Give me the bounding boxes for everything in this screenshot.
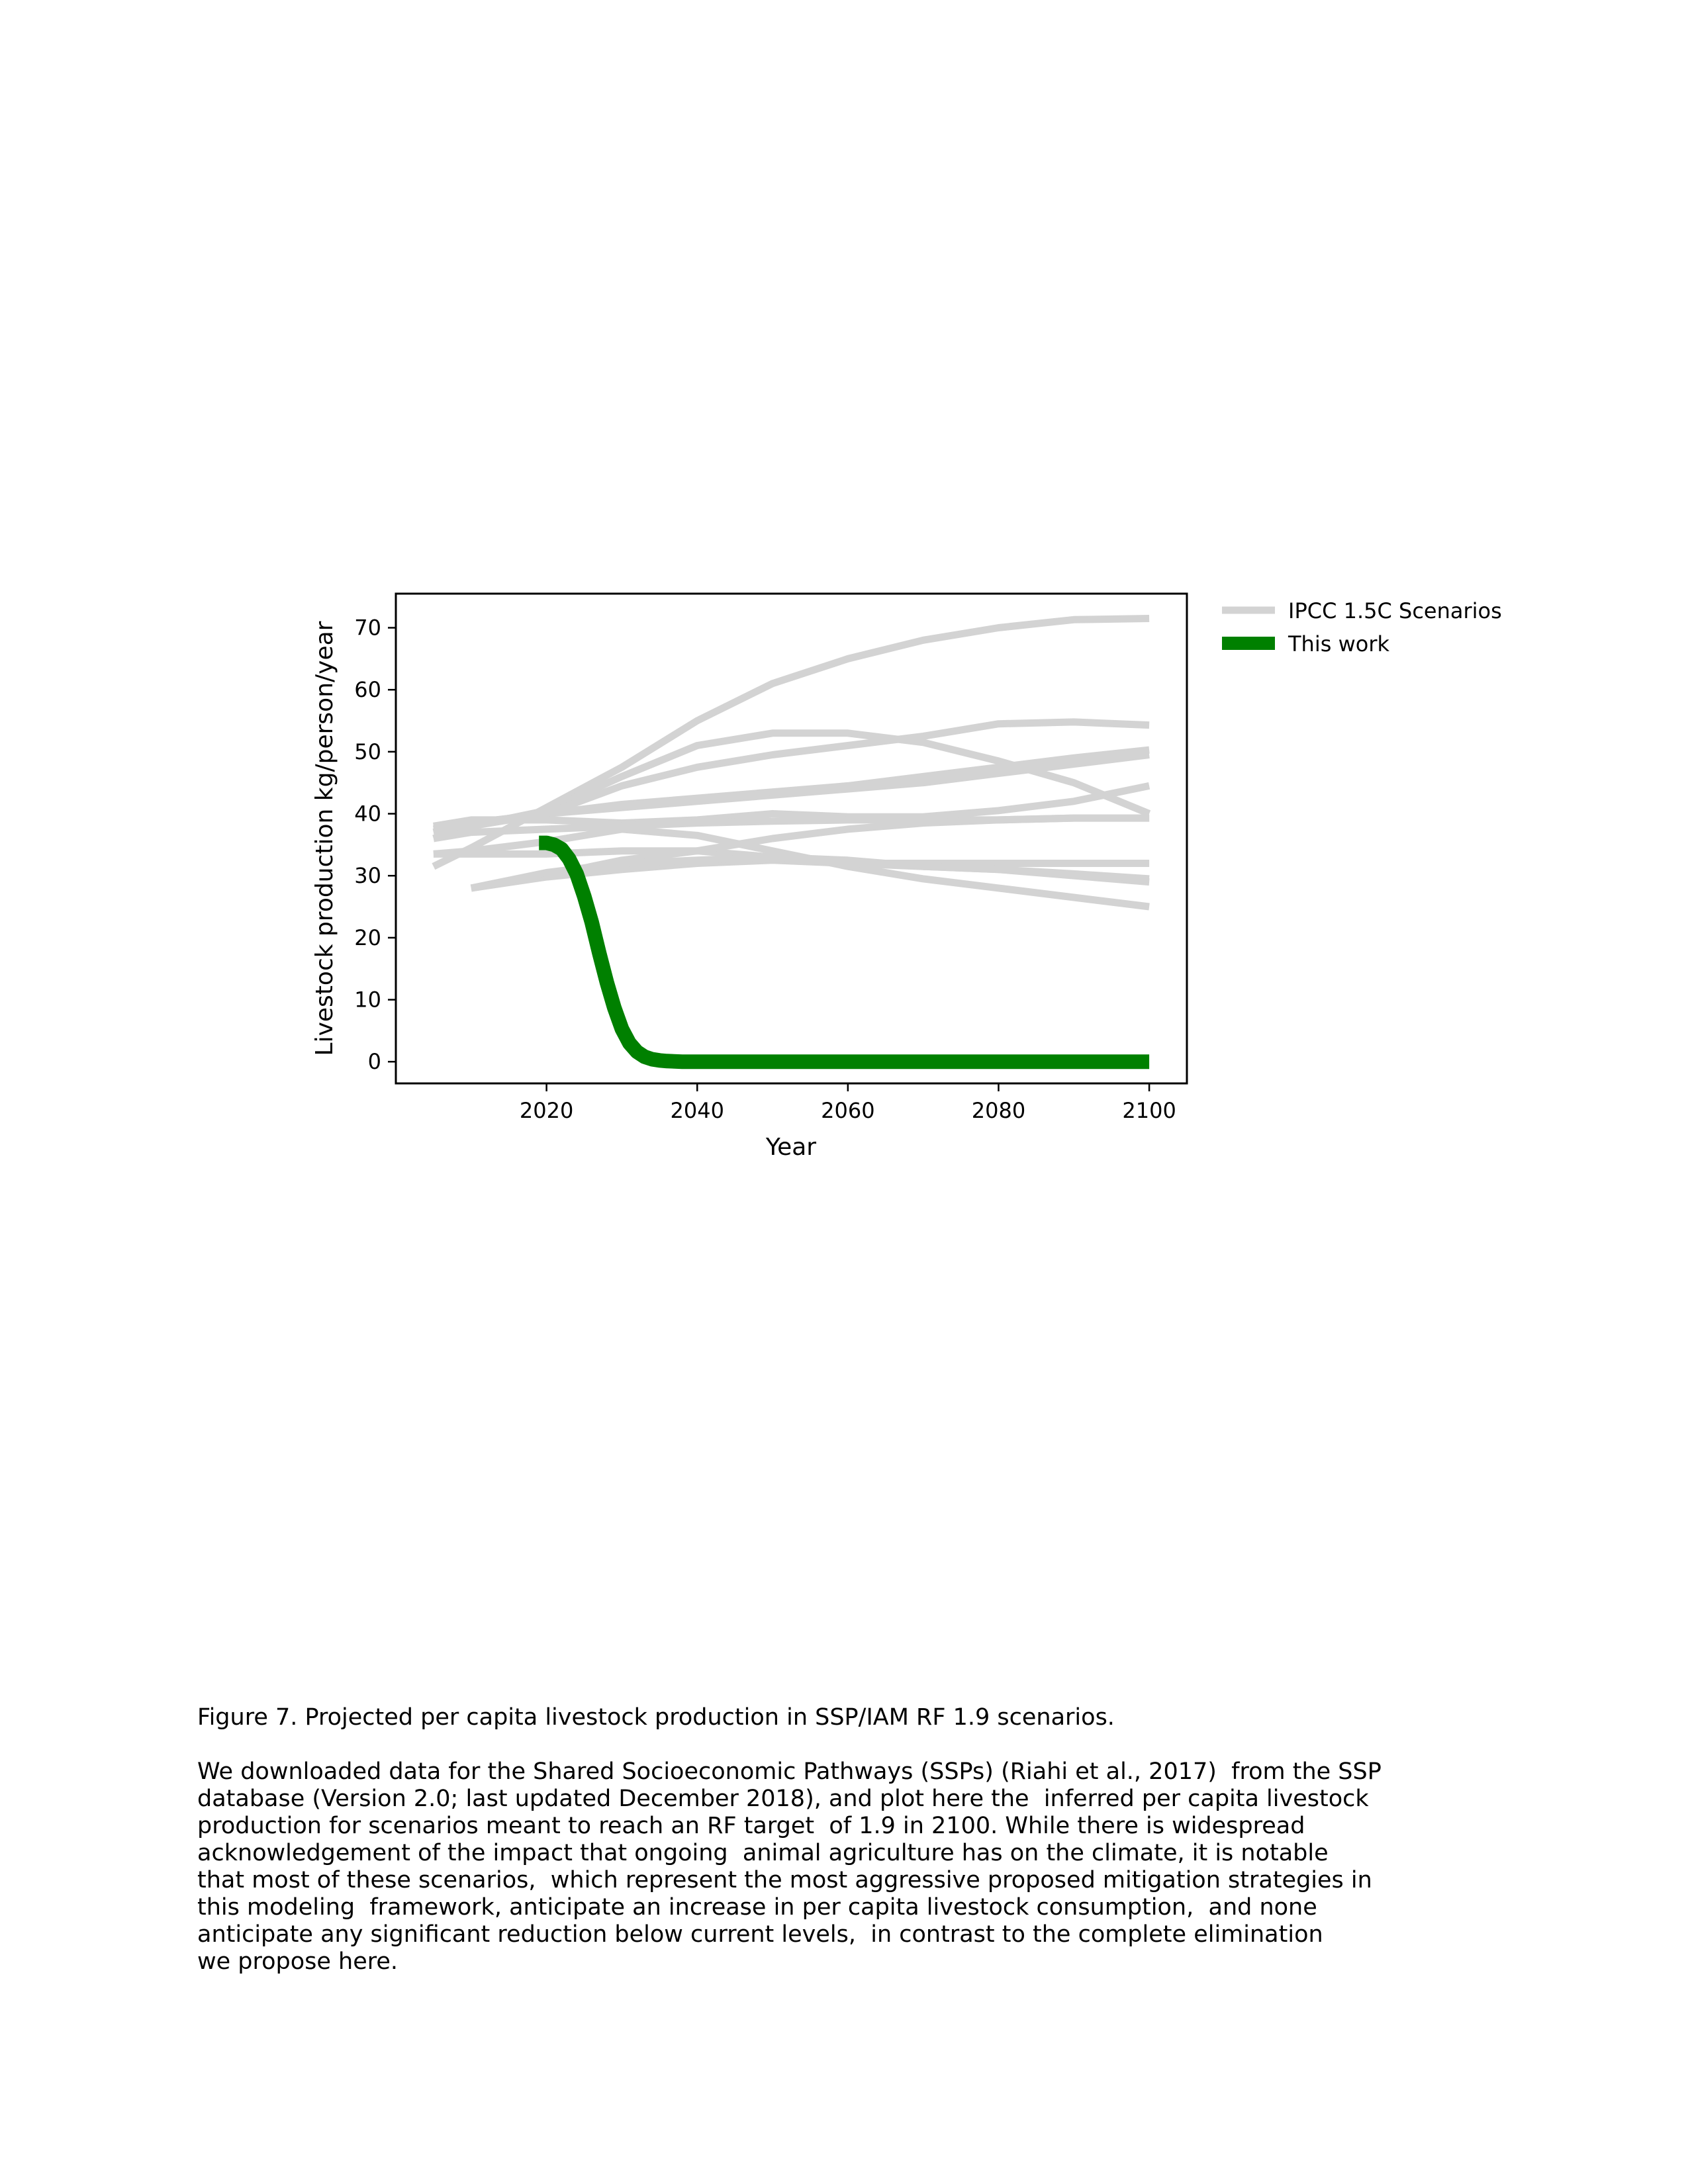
y-tick-label: 0 [368, 1049, 381, 1074]
caption-line: database (Version 2.0; last updated Dece… [197, 1786, 1369, 1812]
scenario-line-6 [433, 782, 1150, 830]
y-tick-label: 60 [354, 677, 381, 702]
caption-line: we propose here. [197, 1948, 399, 1975]
scenario-line-8 [433, 825, 1150, 911]
y-tick-label: 30 [354, 863, 381, 888]
x-tick-label: 2100 [1122, 1098, 1176, 1123]
caption-line: We downloaded data for the Shared Socioe… [197, 1758, 1382, 1785]
x-tick-label: 2080 [972, 1098, 1025, 1123]
caption-line: that most of these scenarios, which repr… [197, 1867, 1372, 1893]
y-axis-ticks: 0 10 20 30 40 50 60 70 [354, 615, 396, 1074]
legend: IPCC 1.5C Scenarios This work [1222, 598, 1502, 657]
legend-label-ipcc: IPCC 1.5C Scenarios [1288, 598, 1502, 623]
this-work-series [539, 835, 1150, 1069]
plot-frame [395, 592, 1188, 1085]
y-tick-label: 10 [354, 987, 381, 1013]
caption-line: acknowledgement of the impact that ongoi… [197, 1840, 1329, 1866]
x-axis-label: Year [765, 1134, 816, 1161]
caption-title: Figure 7. Projected per capita livestock… [197, 1704, 1115, 1731]
y-tick-label: 20 [354, 925, 381, 950]
ipcc-scenario-lines [432, 615, 1151, 911]
figure-caption: Figure 7. Projected per capita livestock… [197, 1704, 1521, 1976]
y-tick-label: 40 [354, 801, 381, 827]
caption-line: production for scenarios meant to reach … [197, 1813, 1305, 1839]
legend-label-this-work: This work [1288, 631, 1389, 657]
x-axis-ticks: 2020 2040 2060 2080 2100 [520, 1083, 1176, 1123]
y-tick-label: 50 [354, 739, 381, 764]
x-tick-label: 2020 [520, 1098, 573, 1123]
caption-line: anticipate any significant reduction bel… [197, 1921, 1323, 1948]
livestock-production-chart: 2020 2040 2060 2080 2100 0 10 20 30 40 50 60 70 Yea… [311, 592, 1502, 1161]
y-axis-label: Livestock production kg/person/year [311, 621, 338, 1056]
scenario-line-12 [470, 853, 1150, 892]
x-tick-label: 2040 [671, 1098, 724, 1123]
caption-line: this modeling framework, anticipate an i… [197, 1894, 1317, 1921]
this-work-line [539, 835, 1150, 1069]
y-tick-label: 70 [354, 615, 381, 641]
x-tick-label: 2060 [821, 1098, 874, 1123]
